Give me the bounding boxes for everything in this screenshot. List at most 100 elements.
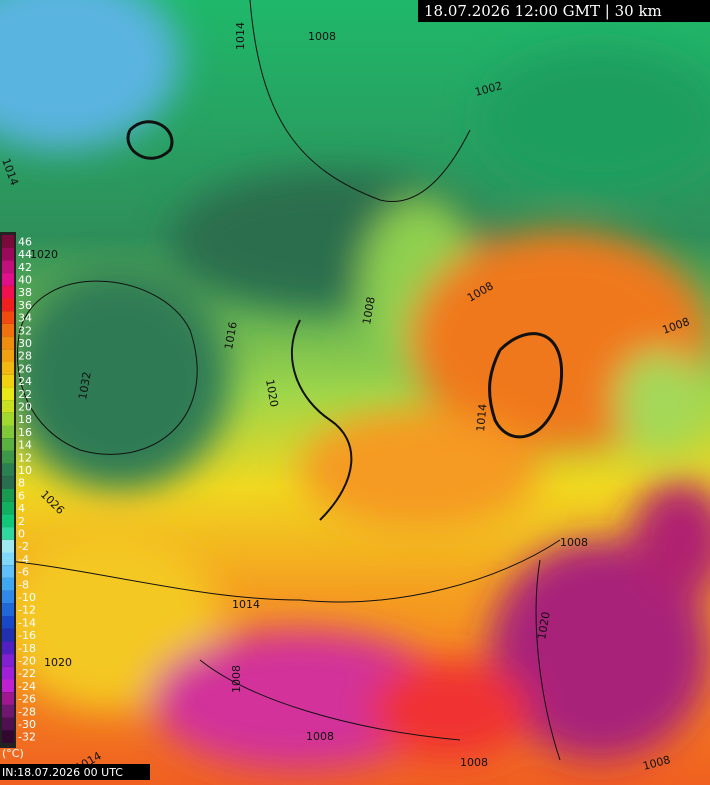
legend-label: 10 [18, 464, 32, 477]
legend-label: 44 [18, 248, 32, 261]
legend-label: -22 [18, 667, 36, 680]
isobar-lines [0, 0, 563, 761]
legend-label: -26 [18, 693, 36, 706]
legend-swatch [2, 704, 14, 718]
legend-label: -2 [18, 540, 29, 553]
legend-label: -28 [18, 705, 36, 718]
legend-label: 28 [18, 350, 32, 363]
isobar-label: 1020 [535, 611, 553, 641]
isobar-label: 1008 [560, 536, 588, 549]
legend-label: -4 [18, 553, 29, 566]
legend-label: 34 [18, 312, 32, 325]
legend-swatch [2, 679, 14, 693]
isobar-label: 1016 [222, 321, 240, 351]
legend-label: -10 [18, 591, 36, 604]
legend-swatch [2, 501, 14, 515]
legend-swatch [2, 539, 14, 553]
legend-label: -6 [18, 566, 29, 579]
legend-swatch [2, 273, 14, 286]
legend-swatch [2, 374, 14, 388]
legend: 4644424038363432302826242220181614121086… [2, 235, 36, 744]
legend-label: 38 [18, 286, 32, 299]
legend-swatch [2, 552, 14, 566]
legend-label: 46 [18, 235, 32, 248]
legend-label: 26 [18, 362, 32, 375]
legend-label: 6 [18, 489, 25, 502]
isobar-label: 1008 [360, 296, 378, 326]
legend-swatch [2, 247, 14, 261]
legend-swatch [2, 654, 14, 667]
legend-label: -24 [18, 680, 36, 693]
isobar-label: 1008 [230, 665, 243, 693]
legend-label: -14 [18, 616, 36, 629]
isobar-label: 1014 [232, 598, 260, 611]
isobar-label: 1008 [460, 756, 488, 769]
legend-swatch [2, 425, 14, 439]
legend-swatch [2, 285, 14, 299]
legend-label: 22 [18, 388, 32, 401]
legend-label: 2 [18, 515, 25, 528]
legend-swatch [2, 260, 14, 274]
legend-label: -30 [18, 718, 36, 731]
footer-init: IN:18.07.2026 00 UTC [2, 766, 123, 779]
legend-swatch [2, 323, 14, 337]
legend-label: 0 [18, 527, 25, 540]
legend-label: 32 [18, 324, 32, 337]
legend-label: 14 [18, 439, 32, 452]
legend-label: 16 [18, 426, 32, 439]
footer-bar [0, 764, 150, 780]
legend-swatch [2, 565, 14, 578]
isobar-label: 1008 [306, 730, 334, 743]
legend-swatch [2, 298, 14, 312]
legend-swatch [2, 438, 14, 451]
legend-label: 8 [18, 477, 25, 490]
isobar-label: 1032 [76, 371, 94, 401]
legend-label: 18 [18, 413, 32, 426]
legend-label: 20 [18, 400, 32, 413]
legend-label: 40 [18, 273, 32, 286]
legend-swatch [2, 349, 14, 362]
legend-swatch [2, 628, 14, 642]
isobar-label: 1014 [234, 22, 247, 50]
isobar-label: 1014 [474, 403, 489, 432]
legend-label: -32 [18, 731, 36, 744]
legend-swatch [2, 692, 14, 705]
legend-swatch [2, 717, 14, 731]
legend-label: -20 [18, 654, 36, 667]
legend-swatch [2, 489, 14, 502]
legend-swatch [2, 235, 14, 248]
legend-label: 36 [18, 299, 32, 312]
legend-swatch [2, 603, 14, 616]
legend-swatch [2, 400, 14, 413]
legend-swatch [2, 590, 14, 604]
legend-label: 24 [18, 375, 32, 388]
isobar-label: 1020 [263, 378, 281, 408]
legend-swatch [2, 463, 14, 477]
legend-label: 30 [18, 337, 32, 350]
legend-label: 4 [18, 502, 25, 515]
legend-swatch [2, 362, 14, 375]
legend-swatch [2, 514, 14, 528]
legend-label: -8 [18, 578, 29, 591]
isobar-label: 1008 [308, 30, 336, 43]
isobar-label: 1020 [44, 656, 72, 669]
legend-swatch [2, 476, 14, 489]
legend-label: 42 [18, 261, 32, 274]
isobar-label: 1020 [30, 248, 58, 261]
header-bar [418, 0, 710, 22]
legend-swatch [2, 577, 14, 591]
legend-swatch [2, 616, 14, 629]
legend-label: -16 [18, 629, 36, 642]
legend-swatch [2, 666, 14, 680]
legend-swatch [2, 730, 14, 743]
legend-swatch [2, 412, 14, 426]
legend-swatch [2, 527, 14, 540]
header-title: 18.07.2026 12:00 GMT | 30 km [424, 2, 662, 20]
legend-swatch [2, 641, 14, 655]
legend-label: 12 [18, 451, 32, 464]
legend-unit: (°C) [2, 747, 24, 760]
legend-swatch [2, 311, 14, 324]
legend-swatch [2, 450, 14, 464]
